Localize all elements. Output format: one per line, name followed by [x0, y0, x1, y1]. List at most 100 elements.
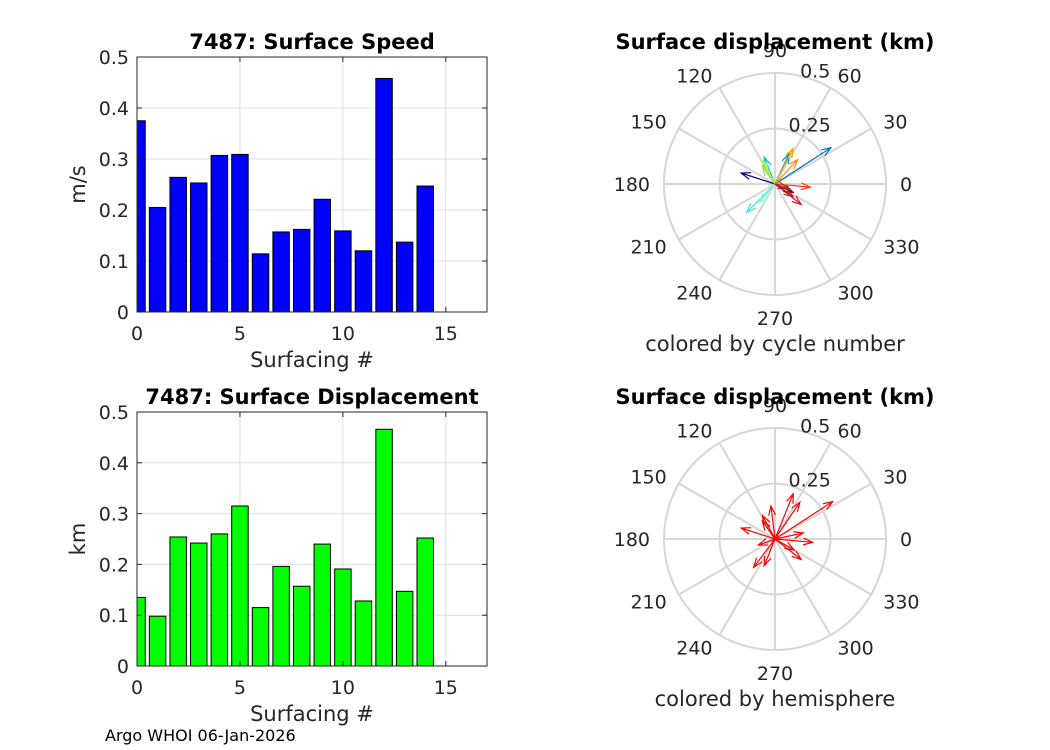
vector-head [786, 492, 794, 504]
y-tick-label: 0 [117, 302, 129, 324]
bar [375, 77, 393, 312]
angle-tick-label: 180 [614, 174, 650, 196]
angle-tick-label: 120 [676, 66, 712, 88]
vector-shaft [758, 183, 776, 204]
displacement-vector [774, 183, 803, 206]
displacement-vector [758, 183, 776, 205]
bar [292, 585, 311, 666]
x-tick-label: 5 [234, 677, 246, 699]
angle-tick-label: 90 [763, 40, 787, 62]
bar [354, 600, 373, 666]
vector-shaft [758, 538, 776, 546]
displacement-vector [739, 172, 776, 185]
displacement-vector [774, 492, 794, 540]
displacement-vector [763, 538, 776, 568]
vector-shaft [774, 183, 788, 190]
chart-title: 7487: Surface Displacement [145, 385, 478, 409]
displacement-polar-plot-hemisphere: 0 30 60 90 120 150 180 210 240 270 300 330 0.25 0.5 Su… [614, 385, 935, 711]
y-tick-label: 0.4 [99, 453, 129, 475]
angle-tick-label: 270 [757, 308, 793, 330]
vector-head [739, 527, 752, 535]
y-axis-label: m/s [66, 165, 90, 203]
displacement-polar-plot-cycle: 0 30 60 90 120 150 180 210 240 270 300 330 0.25 0.5 Su… [614, 30, 935, 356]
bar [231, 505, 249, 666]
x-tick-label: 10 [331, 677, 355, 699]
vector-head [802, 537, 815, 546]
vector-head [822, 500, 835, 510]
chart-title: Surface displacement (km) [615, 30, 934, 54]
angle-tick-label: 330 [883, 237, 919, 259]
angle-tick-label: 330 [883, 592, 919, 614]
bar [210, 533, 229, 666]
angle-tick-label: 30 [883, 112, 907, 134]
vector-shaft [774, 501, 801, 540]
vector-head [791, 500, 801, 513]
bar [210, 154, 229, 312]
polar-ring [718, 127, 832, 241]
vector-head [785, 146, 794, 159]
angle-tick-label: 30 [883, 467, 907, 489]
vector-shaft [774, 147, 832, 185]
y-tick-label: 0.1 [99, 605, 129, 627]
vector-head [783, 184, 795, 194]
surface-speed-bar-chart: 0 0.1 0.2 0.3 0.4 0.5 0 5 10 15 7487: Surface Spee… [66, 30, 488, 372]
y-tick-label: 0.4 [99, 98, 129, 120]
vector-head [768, 504, 777, 516]
y-tick-label: 0.1 [99, 251, 129, 273]
angle-tick-label: 120 [676, 421, 712, 443]
bar [148, 615, 167, 666]
radial-tick-label: 0.5 [800, 60, 830, 82]
bar [231, 153, 249, 312]
vector-head [781, 152, 790, 164]
bar [251, 253, 270, 312]
vector-shaft [774, 538, 813, 543]
y-tick-label: 0.3 [99, 504, 129, 526]
radial-tick-label: 0.5 [800, 415, 830, 437]
vector-head [784, 542, 796, 551]
angle-tick-label: 270 [757, 663, 793, 685]
axes-box [136, 411, 488, 667]
radial-tick-label: 0.25 [789, 470, 831, 492]
radial-tick-label: 0.25 [789, 115, 831, 137]
bar [416, 537, 434, 666]
angle-tick-label: 90 [763, 395, 787, 417]
bar [292, 228, 311, 312]
displacement-vector [752, 538, 776, 569]
chart-caption: colored by cycle number [645, 332, 905, 356]
vector-shaft [741, 527, 776, 540]
vector-shaft [741, 172, 776, 185]
bar [251, 607, 270, 666]
vector-head [791, 195, 803, 206]
bar [272, 565, 290, 666]
vector-shaft [770, 505, 776, 540]
chart-title: Surface displacement (km) [615, 385, 934, 409]
x-tick-label: 15 [434, 677, 458, 699]
angle-tick-label: 60 [838, 421, 862, 443]
angle-tick-label: 210 [630, 592, 666, 614]
x-tick-label: 15 [434, 323, 458, 345]
x-axis-label: Surfacing # [250, 702, 374, 726]
angle-tick-label: 150 [630, 467, 666, 489]
bar [169, 176, 187, 312]
displacement-vector [774, 146, 833, 185]
bar [334, 230, 352, 312]
vector-head [761, 519, 771, 531]
vector-head [745, 202, 757, 214]
vector-head [820, 146, 833, 157]
x-tick-label: 5 [234, 323, 246, 345]
vector-shaft [774, 183, 811, 188]
polar-ring [718, 482, 832, 596]
displacement-vector [774, 182, 813, 191]
chart-caption: colored by hemisphere [655, 687, 896, 711]
bar [148, 206, 167, 312]
polar-ring [663, 427, 887, 651]
x-axis-label: Surfacing # [250, 348, 374, 372]
displacement-vector [774, 158, 799, 185]
bars [137, 77, 434, 312]
bar [272, 231, 290, 312]
vector-head [777, 181, 790, 190]
bar [313, 543, 332, 666]
displacement-vector [761, 519, 776, 540]
angle-tick-label: 300 [838, 637, 874, 659]
